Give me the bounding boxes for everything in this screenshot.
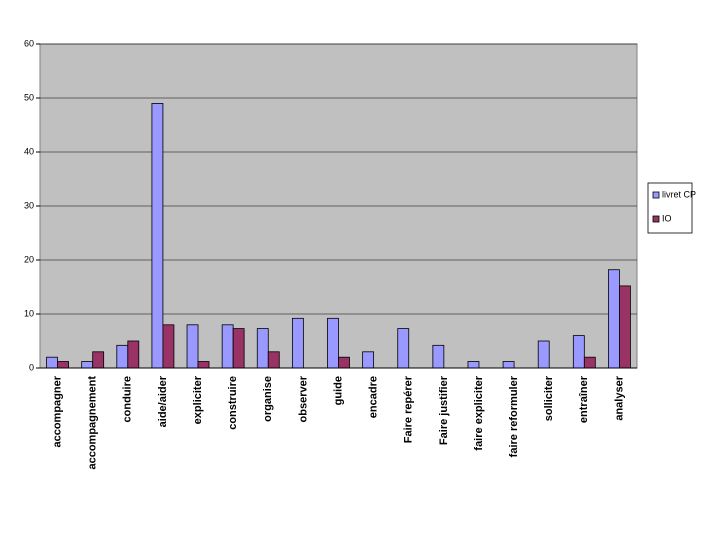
bar [537, 340, 550, 369]
bar [291, 317, 304, 369]
bar [572, 335, 585, 369]
bar [57, 361, 69, 369]
x-tick-label: entraîner [578, 375, 590, 423]
bar [92, 351, 105, 369]
x-tick-label: faire reformuler [508, 375, 520, 457]
x-tick-label: encadre [368, 376, 380, 418]
x-tick-label: conduire [122, 376, 134, 422]
legend-label: livret CP [662, 189, 696, 199]
x-tick-label: construire [227, 376, 239, 430]
y-tick-label: 50 [24, 92, 34, 102]
bar [267, 351, 280, 369]
bar [46, 356, 58, 369]
legend-label: IO [662, 213, 672, 223]
bar [116, 344, 129, 369]
x-tick-label: expliciter [192, 375, 204, 424]
bar [186, 324, 199, 369]
x-tick-label: guide [332, 376, 344, 405]
bar [327, 317, 339, 369]
legend-box [647, 182, 693, 234]
bar [197, 361, 210, 369]
legend-swatch [652, 215, 660, 223]
bar [502, 361, 515, 369]
bar [583, 356, 596, 369]
bar [619, 285, 631, 369]
x-tick-label: aide/aider [157, 375, 169, 427]
x-tick-label: accompagner [51, 375, 63, 447]
bar [608, 269, 620, 369]
y-tick-label: 60 [24, 38, 34, 48]
y-tick-label: 30 [24, 200, 34, 210]
bar [362, 351, 375, 369]
bar [432, 344, 445, 369]
x-tick-label: accompagnement [87, 376, 99, 470]
legend-swatch [652, 191, 660, 199]
bar [338, 356, 350, 369]
bar [151, 103, 164, 369]
y-tick-label: 10 [24, 308, 34, 318]
x-tick-label: solliciter [543, 375, 555, 421]
x-tick-label: organise [262, 376, 274, 422]
bar [81, 361, 94, 369]
bar [256, 328, 269, 369]
y-tick-label: 0 [29, 362, 34, 372]
y-tick-label: 20 [24, 254, 34, 264]
bar [127, 340, 140, 369]
bar [221, 324, 234, 369]
x-tick-label: Faire repérer [403, 375, 415, 443]
bar [397, 328, 410, 369]
x-tick-label: faire expliciter [473, 375, 485, 450]
x-tick-label: analyser [613, 375, 625, 420]
bar [162, 324, 175, 369]
x-tick-label: Faire justifier [438, 375, 450, 445]
bar [467, 361, 480, 369]
x-tick-label: observer [297, 375, 309, 422]
y-tick-label: 40 [24, 146, 34, 156]
bar [232, 328, 245, 369]
